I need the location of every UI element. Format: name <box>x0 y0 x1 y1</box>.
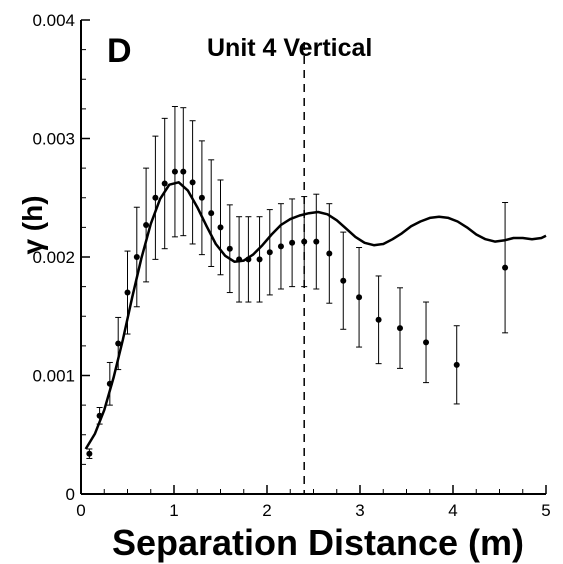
data-point <box>152 194 159 201</box>
y-tick-label: 0.003 <box>32 130 75 149</box>
plot-area <box>84 42 547 494</box>
data-point <box>217 224 224 231</box>
y-tick-label: 0 <box>66 485 75 504</box>
data-point <box>453 361 460 368</box>
data-point <box>161 180 168 187</box>
data-point <box>236 256 243 263</box>
data-point <box>502 264 509 271</box>
x-tick-label: 1 <box>169 501 178 520</box>
x-tick-label: 0 <box>76 501 85 520</box>
data-point <box>356 294 363 301</box>
data-point <box>245 256 252 263</box>
x-tick-label: 2 <box>262 501 271 520</box>
data-point <box>396 325 403 332</box>
y-axis-title: γ (h) <box>17 195 48 254</box>
data-point <box>423 339 430 346</box>
data-point <box>189 179 196 186</box>
data-point <box>96 412 103 419</box>
axes <box>80 20 546 495</box>
data-point <box>256 256 263 263</box>
data-point <box>375 316 382 323</box>
data-point <box>198 194 205 201</box>
x-tick-label: 5 <box>541 501 550 520</box>
data-point <box>340 277 347 284</box>
chart-title: Unit 4 Vertical <box>207 34 372 62</box>
data-point <box>326 250 333 257</box>
data-point <box>277 243 284 250</box>
y-tick-label: 0.004 <box>32 11 75 30</box>
x-tick-label: 3 <box>355 501 364 520</box>
data-point <box>289 239 296 246</box>
data-point <box>133 254 140 260</box>
data-point <box>86 450 93 457</box>
y-tick-label: 0.001 <box>32 367 75 386</box>
panel-letter: D <box>107 32 132 70</box>
data-point <box>226 245 233 252</box>
data-point <box>171 168 178 175</box>
tick-layer: 0 1 2 3 4 5 0 0.001 0.002 0.003 0.004 <box>32 11 550 520</box>
data-point <box>124 289 131 296</box>
data-point <box>115 340 122 347</box>
data-point <box>106 380 113 387</box>
x-tick-label: 4 <box>448 501 457 520</box>
y-tick-label: 0.002 <box>32 248 75 267</box>
model-curve <box>84 181 547 450</box>
x-axis-title: Separation Distance (m) <box>112 522 524 563</box>
data-point <box>301 238 308 245</box>
data-point <box>313 238 320 245</box>
data-point <box>208 210 215 217</box>
data-point <box>180 168 187 175</box>
data-point <box>266 249 273 256</box>
data-point <box>143 222 150 229</box>
